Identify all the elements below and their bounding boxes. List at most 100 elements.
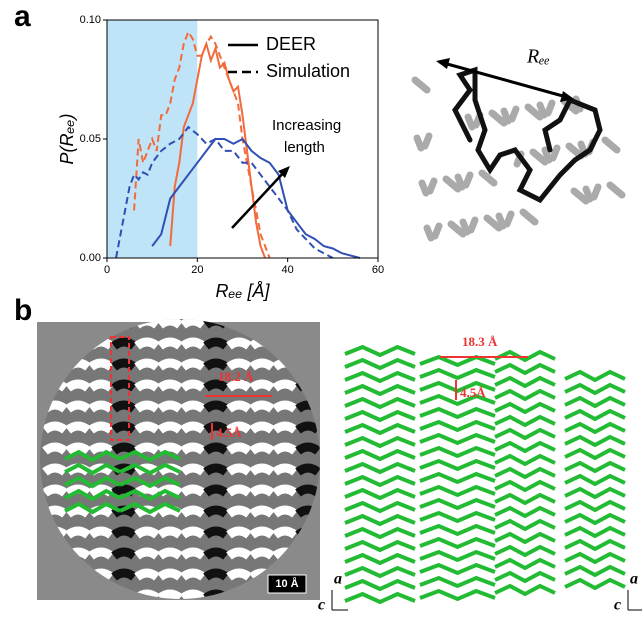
- molecule-chain: [345, 529, 415, 537]
- x-tick-label: 40: [282, 264, 294, 276]
- fringe: [68, 405, 88, 409]
- fringe: [275, 489, 295, 493]
- fringe: [229, 531, 249, 535]
- fringe: [160, 405, 180, 409]
- fringe: [183, 405, 203, 409]
- molecule-chain: [420, 539, 495, 547]
- molecule-chain: [495, 469, 555, 477]
- molecule-chain: [565, 450, 625, 458]
- fringe: [45, 447, 65, 451]
- molecule-chain: [565, 515, 625, 523]
- molecule-chain: [420, 474, 495, 482]
- side-chain: [468, 117, 472, 127]
- fringe: [183, 363, 203, 367]
- crystal: 18.3 Å 4.5Å a c: [345, 334, 642, 613]
- molecule-chain: [565, 528, 625, 536]
- fringe: [160, 447, 180, 451]
- side-chain: [417, 138, 421, 148]
- fringe: [137, 384, 157, 388]
- fringe: [183, 384, 203, 388]
- x-tick-label: 60: [372, 264, 384, 276]
- panel-label: a: [14, 0, 31, 33]
- annotation: Increasing: [272, 117, 341, 134]
- molecule-chain: [420, 435, 495, 443]
- fringe: [45, 489, 65, 493]
- fringe: [183, 426, 203, 430]
- stack-label: 4.5Å: [216, 425, 242, 440]
- molecule-chain: [420, 565, 495, 573]
- molecule-chain: [345, 386, 415, 394]
- side-chain: [499, 216, 503, 226]
- side-chain: [504, 111, 508, 121]
- page: a b Rₑₑ 18.2 Å 4.5Å 10 Å a c 18.3 Å 4.5Å: [0, 0, 644, 618]
- fringe: [160, 363, 180, 367]
- fringe: [183, 594, 203, 598]
- molecule-chain: [495, 495, 555, 503]
- spacing-label: 18.2 Å: [218, 369, 254, 384]
- fringe: [160, 342, 180, 346]
- molecule-chain: [345, 464, 415, 472]
- ree-arrow: [440, 62, 570, 98]
- fringe: [45, 426, 65, 430]
- fringe: [229, 573, 249, 577]
- molecule-chain: [345, 555, 415, 563]
- molecule-chain: [420, 409, 495, 417]
- fringe: [252, 531, 272, 535]
- molecule-chain: [565, 411, 625, 419]
- fringe: [183, 447, 203, 451]
- molecule-chain: [565, 385, 625, 393]
- fringe: [183, 552, 203, 556]
- molecule-chain: [345, 477, 415, 485]
- fringe: [91, 552, 111, 556]
- fringe: [229, 552, 249, 556]
- x-axis-label: Rₑₑ [Å]: [216, 281, 271, 301]
- fringe: [137, 573, 157, 577]
- molecule-chain: [345, 503, 415, 511]
- fringe: [206, 510, 226, 514]
- fringe: [252, 510, 272, 514]
- molecule-chain: [495, 404, 555, 412]
- fringe: [229, 447, 249, 451]
- fringe: [252, 447, 272, 451]
- fringe: [252, 426, 272, 430]
- molecule-chain: [420, 500, 495, 508]
- fringe: [252, 489, 272, 493]
- molecule-chain: [495, 365, 555, 373]
- fringe: [160, 321, 180, 325]
- fringe: [114, 384, 134, 388]
- fringe: [275, 531, 295, 535]
- molecule-chain: [345, 412, 415, 420]
- fringe: [206, 552, 226, 556]
- fringe: [183, 510, 203, 514]
- ree-label: Rₑₑ: [526, 46, 550, 68]
- fringe: [114, 573, 134, 577]
- y-axis-label: P(Rₑₑ): [57, 114, 77, 165]
- fringe: [275, 510, 295, 514]
- fringe: [91, 426, 111, 430]
- chart: 02040600.000.050.10Rₑₑ [Å]P(Rₑₑ)DEERSimu…: [57, 14, 384, 301]
- molecule-chain: [495, 560, 555, 568]
- axis-label: c: [318, 597, 325, 613]
- fringe: [229, 384, 249, 388]
- side-chain: [458, 177, 462, 187]
- fringe: [137, 531, 157, 535]
- molecule-chain: [565, 541, 625, 549]
- y-tick-label: 0.10: [80, 14, 101, 26]
- side-chain: [471, 220, 475, 230]
- side-chain: [512, 109, 516, 119]
- fringe: [275, 426, 295, 430]
- x-tick-label: 20: [191, 264, 203, 276]
- molecule-chain: [495, 534, 555, 542]
- fringe: [91, 531, 111, 535]
- fringe: [68, 426, 88, 430]
- fringe: [68, 510, 88, 514]
- legend-label: Simulation: [266, 61, 350, 81]
- molecule-chain: [345, 425, 415, 433]
- molecule-chain: [495, 391, 555, 399]
- molecule-chain: [495, 378, 555, 386]
- axis-label: a: [630, 571, 638, 588]
- figure: a b Rₑₑ 18.2 Å 4.5Å 10 Å a c 18.3 Å 4.5Å: [0, 0, 644, 613]
- fringe: [160, 594, 180, 598]
- fringe: [252, 552, 272, 556]
- fringe: [183, 468, 203, 472]
